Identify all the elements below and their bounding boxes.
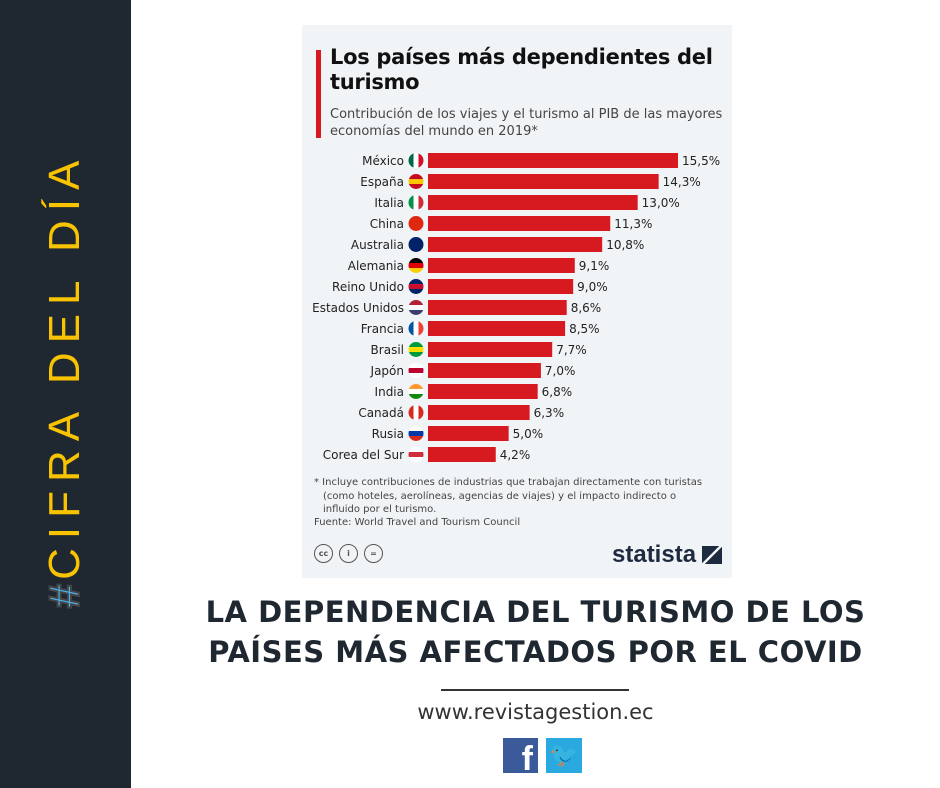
bar	[428, 174, 659, 189]
category-label: India	[375, 385, 404, 399]
no-derivatives-icon: =	[364, 544, 383, 563]
value-label: 4,2%	[500, 448, 531, 462]
bar	[428, 426, 509, 441]
footnote-line: * Incluye contribuciones de industrias q…	[314, 477, 703, 488]
headline-line: PAÍSES MÁS AFECTADOS POR EL COVID	[208, 635, 863, 669]
bar	[428, 384, 538, 399]
footnote-line: influido por el turismo.	[323, 504, 437, 515]
statista-chart-card: Los países más dependientes del turismo …	[302, 25, 732, 578]
bar	[428, 321, 566, 336]
category-label: Japón	[370, 364, 404, 378]
bar	[428, 300, 567, 315]
bar	[428, 279, 574, 294]
flag-usa-icon	[408, 300, 424, 315]
chart-title: Los países más dependientes del turismo	[330, 45, 713, 94]
source: Fuente: World Travel and Tourism Council	[314, 517, 521, 528]
sidebar: #CIFRA DEL DÍA	[0, 0, 131, 788]
flag-mexico-icon	[408, 153, 424, 168]
value-label: 9,1%	[579, 259, 610, 273]
category-label: Canadá	[358, 406, 404, 420]
statista-wordmark: statista	[612, 541, 697, 568]
bar	[428, 405, 530, 420]
category-label: Brasil	[371, 343, 404, 357]
value-label: 13,0%	[642, 196, 680, 210]
value-label: 7,0%	[545, 364, 576, 378]
sidebar-title: CIFRA DEL DÍA	[40, 151, 89, 580]
value-label: 6,3%	[534, 406, 565, 420]
category-label: Italia	[374, 196, 404, 210]
category-label: Australia	[351, 238, 404, 252]
value-label: 8,5%	[569, 322, 600, 336]
flag-france-icon	[408, 321, 424, 336]
attribution-icon: i	[339, 544, 358, 563]
bar-chart: México 15,5% España 14,3% Italia 13,0% China 11…	[312, 153, 720, 462]
value-label: 14,3%	[663, 175, 701, 189]
footnote: * Incluye contribuciones de industrias q…	[314, 476, 724, 517]
divider	[441, 689, 629, 691]
license-icons: cc i =	[314, 544, 383, 563]
chart-subtitle: Contribución de los viajes y el turismo …	[330, 107, 723, 139]
category-label: Francia	[361, 322, 404, 336]
statista-logo: statista	[612, 541, 723, 569]
headline: LA DEPENDENCIA DEL TURISMO DE LOS PAÍSES…	[131, 592, 940, 672]
bar	[428, 153, 678, 168]
twitter-icon[interactable]: 🐦	[546, 738, 582, 773]
value-label: 11,3%	[614, 217, 652, 231]
category-label: Reino Unido	[332, 280, 404, 294]
bar	[428, 342, 553, 357]
hashtag-icon: #	[39, 579, 90, 609]
flag-italy-icon	[408, 195, 424, 210]
flag-japan-icon	[408, 363, 424, 378]
category-label: Corea del Sur	[323, 448, 404, 462]
flag-germany-icon	[408, 258, 424, 273]
flag-brazil-icon	[408, 342, 424, 357]
flag-canada-icon	[408, 405, 424, 420]
value-label: 10,8%	[606, 238, 644, 252]
flag-russia-icon	[408, 426, 424, 441]
bar	[428, 237, 603, 252]
bar	[428, 363, 541, 378]
bar	[428, 447, 496, 462]
category-label: España	[360, 175, 404, 189]
footnote-line: (como hoteles, aerolíneas, agencias de v…	[323, 490, 677, 502]
category-label: China	[370, 217, 404, 231]
bar	[428, 258, 575, 273]
category-label: México	[362, 154, 404, 168]
cc-icon: cc	[314, 544, 333, 563]
statista-logo-icon	[702, 546, 723, 564]
value-label: 8,6%	[571, 301, 602, 315]
flag-uk-icon	[408, 279, 424, 294]
value-label: 15,5%	[682, 154, 720, 168]
headline-line: LA DEPENDENCIA DEL TURISMO DE LOS	[205, 595, 866, 629]
facebook-icon[interactable]: f	[503, 738, 538, 773]
value-label: 7,7%	[556, 343, 587, 357]
flag-south-korea-icon	[408, 447, 424, 462]
value-label: 6,8%	[542, 385, 573, 399]
website-link[interactable]: www.revistagestion.ec	[417, 700, 654, 724]
category-label: Estados Unidos	[312, 301, 404, 315]
flag-india-icon	[408, 384, 424, 399]
bar	[428, 195, 638, 210]
cifra-del-dia-label: #CIFRA DEL DÍA	[39, 151, 90, 610]
flag-australia-icon	[408, 237, 424, 252]
value-label: 5,0%	[513, 427, 544, 441]
flag-china-icon	[408, 216, 424, 231]
bar	[428, 216, 611, 231]
category-label: Alemania	[348, 259, 404, 273]
flag-spain-icon	[408, 174, 424, 189]
category-label: Rusia	[372, 427, 404, 441]
title-accent-bar	[316, 50, 321, 138]
value-label: 9,0%	[577, 280, 608, 294]
